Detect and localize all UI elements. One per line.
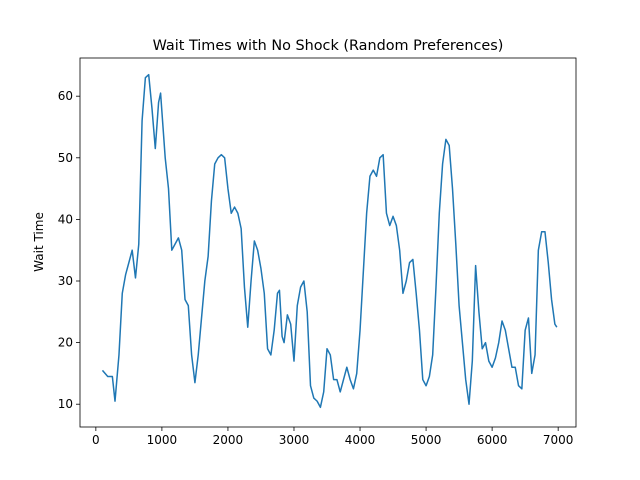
y-tick-label: 10 xyxy=(58,397,73,411)
x-tick-label: 6000 xyxy=(477,433,508,447)
chart-title: Wait Times with No Shock (Random Prefere… xyxy=(153,38,504,54)
x-tick-label: 7000 xyxy=(543,433,574,447)
x-tick-label: 4000 xyxy=(345,433,376,447)
x-tick-label: 3000 xyxy=(279,433,310,447)
y-tick-label: 40 xyxy=(58,212,73,226)
y-tick-label: 20 xyxy=(58,336,73,350)
x-tick-label: 2000 xyxy=(213,433,244,447)
plot-frame xyxy=(79,57,577,428)
data-line xyxy=(101,73,558,409)
x-tick-label: 5000 xyxy=(411,433,442,447)
y-axis-label: Wait Time xyxy=(32,212,46,272)
x-tick-label: 1000 xyxy=(147,433,178,447)
x-tick-label: 0 xyxy=(92,433,100,447)
y-tick-label: 30 xyxy=(58,274,73,288)
y-tick-label: 60 xyxy=(58,89,73,103)
y-tick-label: 50 xyxy=(58,151,73,165)
